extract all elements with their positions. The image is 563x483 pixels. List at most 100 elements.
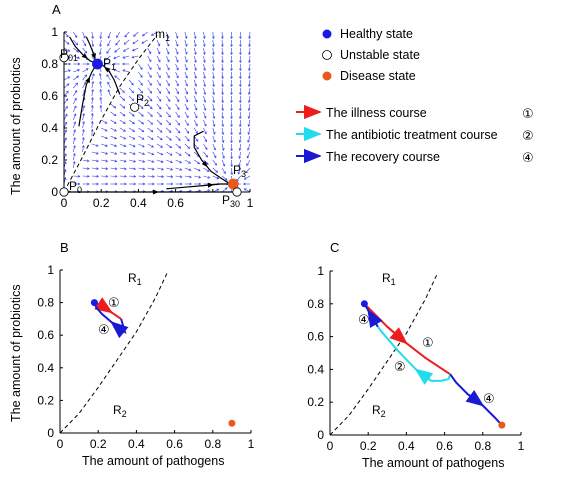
field-arrow-head <box>159 122 163 125</box>
m1-label: m1 <box>155 27 170 43</box>
field-arrow-head <box>248 60 251 64</box>
field-arrow-head <box>114 136 117 140</box>
legend-antibiotic-label: The antibiotic treatment course <box>326 128 498 142</box>
field-arrow-head <box>239 60 242 64</box>
field-arrow <box>184 47 188 55</box>
field-arrow <box>249 55 251 63</box>
field-arrow-head <box>124 34 128 38</box>
field-arrow <box>193 119 198 126</box>
field-arrow <box>244 188 251 193</box>
field-arrow-head <box>104 128 108 132</box>
panel-c-x-tick-label: 0 <box>327 439 334 453</box>
panel-a: A 0 0.2 0.4 0.6 1 0 0.2 0.4 0.6 0.8 1 m1 P01 P1 P2… <box>9 2 254 210</box>
field-arrow-head <box>230 124 233 128</box>
panel-c-y-tick-label: 0.8 <box>307 297 324 311</box>
field-arrow-head <box>184 36 188 39</box>
panel-a-y-tick-label: 0.2 <box>41 153 58 167</box>
field-arrow-head <box>221 60 224 64</box>
field-arrow <box>73 75 79 81</box>
trajectory-arrow <box>201 160 208 168</box>
field-arrow <box>203 103 206 111</box>
field-arrow <box>119 175 127 177</box>
field-arrow-head <box>133 34 136 37</box>
field-arrow-head <box>133 152 136 155</box>
field-arrow <box>147 79 152 86</box>
field-arrow-head <box>122 105 126 109</box>
legend-disease-label: Disease state <box>340 69 416 83</box>
field-arrow <box>122 55 130 59</box>
field-arrow-head <box>161 182 165 186</box>
field-arrow-head <box>99 88 103 92</box>
field-arrow <box>63 47 70 52</box>
field-arrow-head <box>179 175 183 179</box>
field-arrow <box>166 159 173 163</box>
field-arrow <box>82 145 84 153</box>
field-arrow-head <box>167 99 171 102</box>
field-arrow <box>138 175 145 177</box>
field-arrow <box>73 145 76 153</box>
field-arrow <box>100 31 102 39</box>
field-arrow-head <box>123 159 127 163</box>
field-arrow <box>239 143 241 151</box>
field-arrow-head <box>132 121 135 125</box>
field-arrow <box>82 68 89 73</box>
field-arrow <box>147 159 154 163</box>
field-arrow <box>175 111 180 118</box>
field-arrow <box>156 95 162 102</box>
field-arrow <box>239 111 241 119</box>
field-arrow-head <box>248 76 251 79</box>
field-arrow <box>238 167 241 175</box>
panel-a-x-tick-label: 1 <box>247 196 254 210</box>
panel-b-x-tick-label: 0 <box>57 437 64 451</box>
field-arrow-head <box>221 148 225 151</box>
panel-a-x-tick-label: 0 <box>61 196 68 210</box>
field-arrow <box>231 167 233 175</box>
field-arrow <box>212 55 214 63</box>
field-arrow-head <box>215 170 219 173</box>
field-arrow-head <box>242 182 246 186</box>
field-arrow-head <box>142 167 146 171</box>
panel-c-y-tick-label: 0.4 <box>307 362 324 376</box>
field-arrow <box>156 39 160 47</box>
field-arrow <box>122 69 130 73</box>
field-arrow-head <box>114 167 118 171</box>
panel-b-x-tick-label: 0.2 <box>90 437 107 451</box>
trajectory-arrow <box>104 66 111 73</box>
field-arrow-head <box>124 174 127 178</box>
field-arrow-head <box>213 139 216 143</box>
field-arrow-head <box>66 83 70 86</box>
field-arrow-head <box>247 100 251 103</box>
field-arrow <box>212 119 215 127</box>
field-arrow <box>156 79 161 86</box>
field-arrow <box>82 167 90 170</box>
field-arrow-head <box>202 36 206 39</box>
field-arrow-head <box>230 132 233 136</box>
field-arrow <box>119 127 126 132</box>
field-arrow <box>73 129 76 137</box>
field-arrow <box>147 103 153 110</box>
field-arrow-head <box>96 174 99 178</box>
field-arrow <box>73 55 80 59</box>
field-arrow <box>147 63 152 70</box>
field-arrow-head <box>131 90 134 94</box>
field-arrow <box>91 105 93 113</box>
field-arrow-head <box>243 188 247 191</box>
field-arrow <box>82 113 85 121</box>
field-arrow-head <box>87 182 90 186</box>
field-arrow <box>101 159 108 162</box>
field-arrow <box>82 129 84 137</box>
field-arrow <box>203 95 206 103</box>
field-arrow <box>246 159 251 166</box>
field-arrow-head <box>91 36 94 39</box>
field-arrow-head <box>67 76 71 79</box>
point-disease <box>228 419 236 427</box>
field-arrow <box>203 127 207 135</box>
field-arrow-head <box>160 137 163 141</box>
panel-b-xlabel: The amount of pathogens <box>82 454 224 468</box>
field-arrow-head <box>207 189 211 192</box>
legend-recovery-number: ④ <box>522 151 534 166</box>
field-arrow <box>203 111 206 119</box>
field-arrow <box>175 103 180 110</box>
panel-b-y-tick-label: 0.6 <box>37 328 54 342</box>
field-arrow-head <box>230 36 233 40</box>
